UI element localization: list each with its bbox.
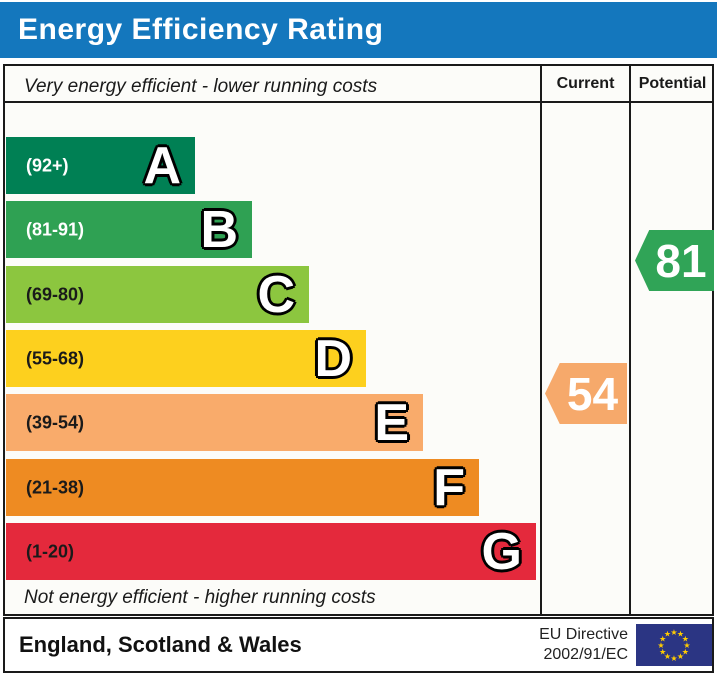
header-divider <box>5 101 712 103</box>
eu-star: ★ <box>682 647 689 656</box>
eu-star: ★ <box>664 630 671 639</box>
page-title: Energy Efficiency Rating <box>18 13 384 46</box>
eu-star: ★ <box>677 652 684 661</box>
column-header-current: Current <box>556 75 615 92</box>
bottom-note: Not energy efficient - higher running co… <box>24 587 376 608</box>
band-range-label: (69-80) <box>26 284 85 304</box>
region-label: England, Scotland & Wales <box>19 632 302 657</box>
eu-star: ★ <box>659 634 666 643</box>
rating-band: (92+) A <box>6 137 195 194</box>
eu-star: ★ <box>683 641 690 650</box>
eu-star: ★ <box>657 641 664 650</box>
eu-directive-line1: EU Directive <box>539 626 628 643</box>
potential-column-divider <box>629 66 631 614</box>
band-letter: F <box>433 458 465 517</box>
band-range-label: (92+) <box>26 155 69 175</box>
band-letter: E <box>374 393 409 452</box>
footer-bar: England, Scotland & Wales EU Directive 2… <box>3 617 714 673</box>
potential-rating-value: 81 <box>655 234 707 287</box>
eu-directive-label: EU Directive 2002/91/EC <box>539 625 628 665</box>
band-letter: B <box>200 200 238 259</box>
band-range-label: (21-38) <box>26 477 85 497</box>
band-range-label: (1-20) <box>26 541 75 561</box>
current-rating-value: 54 <box>566 367 619 420</box>
eu-star: ★ <box>670 628 677 637</box>
eu-star: ★ <box>664 652 671 661</box>
current-rating-badge: 54 <box>545 363 627 424</box>
eu-flag-icon: ★ ★★★★★★★★★★★ <box>636 624 712 666</box>
column-header-potential: Potential <box>638 75 707 92</box>
rating-band: (69-80) C <box>6 266 309 323</box>
eu-star: ★ <box>682 634 689 643</box>
rating-band: (21-38) F <box>6 459 479 516</box>
eu-star: ★ <box>677 630 684 639</box>
eu-star: ★ <box>659 647 666 656</box>
band-letter: A <box>143 136 181 195</box>
band-range-label: (81-91) <box>26 219 85 239</box>
rating-band: (1-20) G <box>6 523 536 580</box>
rating-band: (55-68) D <box>6 330 366 387</box>
eu-directive-line2: 2002/91/EC <box>543 646 628 663</box>
rating-band: (39-54) E <box>6 394 423 451</box>
rating-table: Current Potential Very energy efficient … <box>3 64 714 616</box>
band-letter: C <box>257 265 295 324</box>
eu-star: ★ <box>670 654 677 663</box>
potential-rating-badge: 81 <box>635 230 714 291</box>
band-range-label: (55-68) <box>26 348 85 368</box>
band-range-label: (39-54) <box>26 412 85 432</box>
title-bar: Energy Efficiency Rating <box>0 2 717 58</box>
band-letter: G <box>481 522 522 581</box>
band-letter: D <box>314 329 352 388</box>
current-column-divider <box>540 66 542 614</box>
top-note: Very energy efficient - lower running co… <box>24 76 378 97</box>
rating-band: (81-91) B <box>6 201 252 258</box>
